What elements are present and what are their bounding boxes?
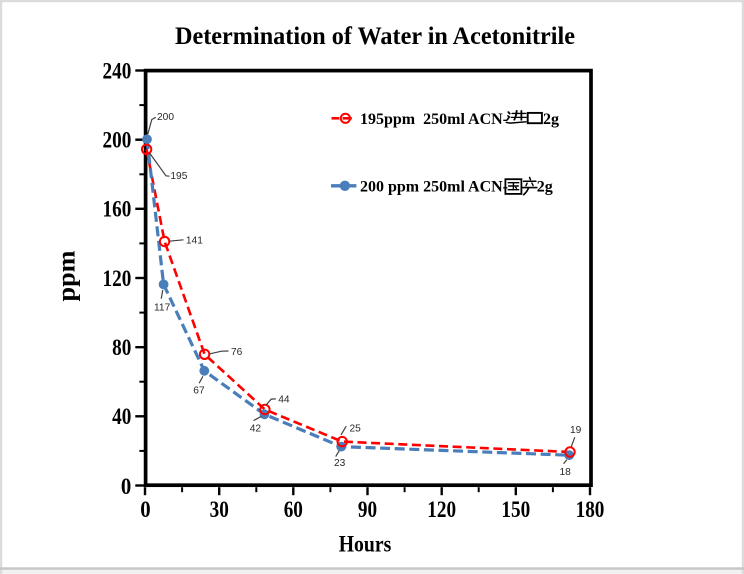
svg-text:195ppm 250ml ACN-: 195ppm 250ml ACN- [360, 111, 508, 128]
svg-text:90: 90 [358, 497, 377, 523]
svg-text:0: 0 [140, 497, 150, 523]
svg-text:200: 200 [103, 128, 132, 154]
svg-text:Hours: Hours [339, 532, 392, 557]
svg-text:30: 30 [210, 497, 229, 523]
svg-text:150: 150 [501, 497, 530, 523]
svg-text:67: 67 [193, 385, 205, 396]
svg-text:19: 19 [570, 425, 582, 436]
svg-text:76: 76 [231, 347, 243, 358]
svg-text:141: 141 [186, 236, 203, 247]
svg-text:0: 0 [121, 474, 131, 500]
svg-text:40: 40 [112, 404, 131, 430]
svg-text:180: 180 [576, 497, 605, 523]
svg-text:60: 60 [284, 497, 303, 523]
svg-text:160: 160 [103, 197, 132, 223]
svg-text:117: 117 [154, 302, 171, 313]
svg-text:23: 23 [334, 458, 346, 469]
svg-text:44: 44 [278, 395, 290, 406]
svg-text:2g: 2g [543, 111, 559, 128]
svg-text:18: 18 [560, 467, 572, 478]
svg-text:Determination of Water in Acet: Determination of Water in Acetonitrile [175, 21, 575, 50]
svg-text:25: 25 [350, 424, 362, 435]
svg-text:42: 42 [250, 423, 262, 434]
svg-text:240: 240 [103, 58, 132, 84]
svg-text:120: 120 [427, 497, 456, 523]
svg-text:ppm: ppm [52, 251, 81, 302]
svg-text:195: 195 [170, 171, 187, 182]
svg-text:80: 80 [112, 335, 131, 361]
svg-text:2g: 2g [537, 178, 553, 195]
svg-text:200 ppm 250ml ACN-: 200 ppm 250ml ACN- [360, 178, 508, 195]
svg-text:120: 120 [103, 266, 132, 292]
svg-text:200: 200 [157, 112, 174, 123]
